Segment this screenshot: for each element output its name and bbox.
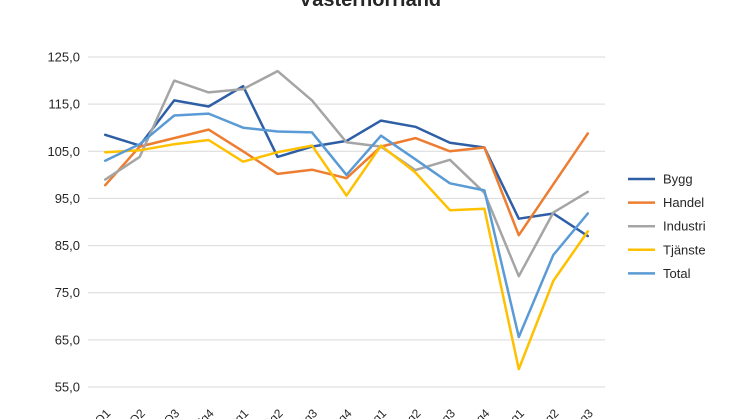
x-tick-label: 7Q3 — [156, 406, 182, 419]
chart-title: Västernorrland — [299, 0, 441, 11]
x-tick-label: 7Q1 — [87, 406, 113, 419]
y-tick-label: 75,0 — [55, 285, 80, 300]
x-tick-label: 8q3 — [296, 406, 320, 419]
legend-label: Bygg — [663, 172, 693, 187]
series-line-total — [103, 112, 590, 339]
y-tick-label: 95,0 — [55, 191, 80, 206]
legend-label: Total — [663, 266, 691, 281]
x-tick-label: 9q1 — [365, 406, 389, 419]
series-line-tj-nste — [103, 138, 590, 371]
x-tick-label: 9q4 — [468, 406, 492, 419]
x-tick-label: 0q2 — [537, 406, 561, 419]
legend-label: Handel — [663, 195, 704, 210]
series-line-handel — [103, 128, 590, 237]
legend-label: Tjänste — [663, 242, 706, 257]
x-tick-label: 8q2 — [262, 406, 286, 419]
y-tick-label: 85,0 — [55, 238, 80, 253]
x-tick-label: 7Q2 — [122, 406, 148, 419]
x-tick-label: 0q3 — [572, 406, 596, 419]
x-tick-label: 8q4 — [331, 406, 355, 419]
y-tick-label: 55,0 — [55, 380, 80, 395]
x-tick-label: 9q3 — [434, 406, 458, 419]
x-tick-label: 9q2 — [399, 406, 423, 419]
x-tick-label: 0q1 — [503, 406, 527, 419]
series-line-bygg — [103, 84, 590, 238]
y-tick-label: 105,0 — [47, 144, 80, 159]
y-tick-label: 65,0 — [55, 332, 80, 347]
y-tick-label: 125,0 — [47, 50, 80, 65]
x-tick-label: 7q4 — [193, 406, 217, 419]
x-tick-label: 8q1 — [227, 406, 251, 419]
series-line-industri — [103, 69, 590, 278]
y-tick-label: 115,0 — [48, 97, 80, 112]
legend-label: Industri — [663, 219, 706, 234]
